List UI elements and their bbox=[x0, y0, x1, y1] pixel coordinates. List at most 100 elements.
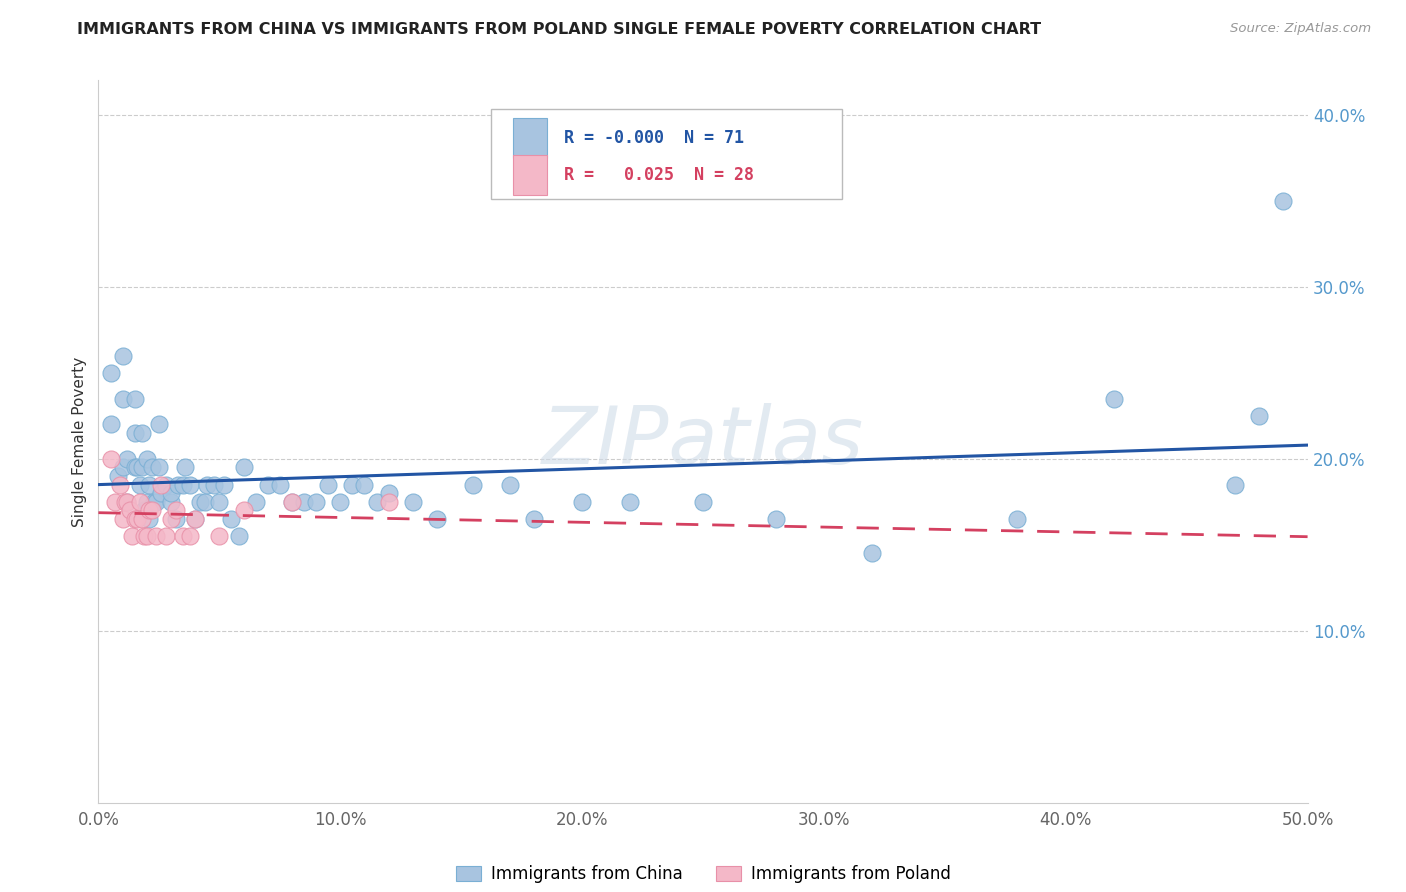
Point bbox=[212, 477, 235, 491]
Point bbox=[111, 460, 134, 475]
Point bbox=[145, 529, 167, 543]
Point bbox=[1223, 477, 1246, 491]
Point bbox=[165, 503, 187, 517]
Point bbox=[135, 451, 157, 466]
Point bbox=[1272, 194, 1295, 208]
Point bbox=[377, 494, 399, 508]
Point bbox=[165, 512, 187, 526]
Point bbox=[221, 512, 243, 526]
Point bbox=[860, 546, 883, 560]
Point bbox=[100, 451, 122, 466]
Point bbox=[1249, 409, 1271, 423]
Point bbox=[155, 529, 177, 543]
Point bbox=[111, 512, 134, 526]
Point bbox=[463, 477, 485, 491]
Point bbox=[188, 494, 211, 508]
Point bbox=[316, 477, 339, 491]
Point bbox=[124, 460, 146, 475]
Point bbox=[426, 512, 449, 526]
Point bbox=[138, 477, 160, 491]
Point bbox=[134, 503, 156, 517]
Point bbox=[204, 477, 226, 491]
Point bbox=[281, 494, 304, 508]
Text: R =   0.025  N = 28: R = 0.025 N = 28 bbox=[564, 166, 754, 184]
Point bbox=[377, 486, 399, 500]
Point bbox=[128, 477, 150, 491]
Point bbox=[121, 529, 143, 543]
Point bbox=[692, 494, 714, 508]
Point bbox=[114, 494, 136, 508]
Point bbox=[108, 477, 131, 491]
Point bbox=[138, 503, 160, 517]
Point bbox=[100, 366, 122, 380]
Point bbox=[208, 529, 231, 543]
Point bbox=[245, 494, 267, 508]
FancyBboxPatch shape bbox=[492, 109, 842, 200]
Y-axis label: Single Female Poverty: Single Female Poverty bbox=[72, 357, 87, 526]
Point bbox=[124, 512, 146, 526]
Point bbox=[131, 512, 153, 526]
Point bbox=[160, 512, 183, 526]
Point bbox=[232, 460, 254, 475]
Point bbox=[155, 477, 177, 491]
Point bbox=[141, 460, 163, 475]
Point bbox=[145, 494, 167, 508]
Point bbox=[498, 477, 520, 491]
Point bbox=[269, 477, 291, 491]
Point bbox=[228, 529, 250, 543]
Point bbox=[174, 460, 197, 475]
Text: ZIPatlas: ZIPatlas bbox=[541, 402, 865, 481]
Point bbox=[765, 512, 787, 526]
Point bbox=[143, 494, 166, 508]
Point bbox=[571, 494, 593, 508]
Point bbox=[138, 512, 160, 526]
Point bbox=[111, 349, 134, 363]
Point bbox=[353, 477, 375, 491]
Point bbox=[619, 494, 641, 508]
Text: Source: ZipAtlas.com: Source: ZipAtlas.com bbox=[1230, 22, 1371, 36]
Text: IMMIGRANTS FROM CHINA VS IMMIGRANTS FROM POLAND SINGLE FEMALE POVERTY CORRELATIO: IMMIGRANTS FROM CHINA VS IMMIGRANTS FROM… bbox=[77, 22, 1042, 37]
Point bbox=[127, 460, 149, 475]
Point bbox=[117, 494, 139, 508]
Point bbox=[402, 494, 425, 508]
Point bbox=[184, 512, 207, 526]
Point bbox=[131, 460, 153, 475]
Point bbox=[135, 494, 157, 508]
Point bbox=[128, 494, 150, 508]
Point bbox=[117, 451, 139, 466]
Point bbox=[195, 477, 218, 491]
FancyBboxPatch shape bbox=[513, 155, 547, 195]
Point bbox=[167, 477, 190, 491]
Point bbox=[117, 494, 139, 508]
Point bbox=[256, 477, 278, 491]
Point bbox=[148, 460, 170, 475]
Point bbox=[148, 417, 170, 432]
Point bbox=[1007, 512, 1029, 526]
Point bbox=[523, 512, 546, 526]
Point bbox=[194, 494, 217, 508]
Point bbox=[172, 477, 194, 491]
Point bbox=[184, 512, 207, 526]
Point bbox=[179, 477, 201, 491]
Point bbox=[150, 477, 173, 491]
Point bbox=[172, 529, 194, 543]
Point bbox=[118, 503, 141, 517]
Point bbox=[1102, 392, 1125, 406]
Point bbox=[160, 494, 183, 508]
Legend: Immigrants from China, Immigrants from Poland: Immigrants from China, Immigrants from P… bbox=[449, 858, 957, 889]
Point bbox=[305, 494, 328, 508]
Point bbox=[124, 425, 146, 440]
Point bbox=[141, 503, 163, 517]
Text: R = -0.000  N = 71: R = -0.000 N = 71 bbox=[564, 128, 744, 146]
Point bbox=[179, 529, 201, 543]
Point bbox=[111, 392, 134, 406]
FancyBboxPatch shape bbox=[513, 118, 547, 158]
Point bbox=[107, 469, 129, 483]
Point bbox=[208, 494, 231, 508]
Point bbox=[135, 529, 157, 543]
Point bbox=[100, 417, 122, 432]
Point bbox=[329, 494, 352, 508]
Point bbox=[342, 477, 364, 491]
Point bbox=[104, 494, 127, 508]
Point bbox=[292, 494, 315, 508]
